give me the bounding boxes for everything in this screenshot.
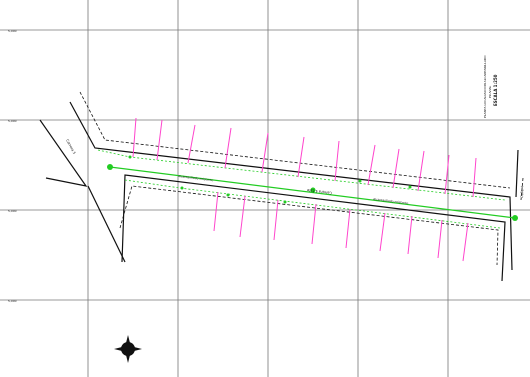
grid-label-row-2: 5,000: [8, 119, 17, 123]
lateral-line: [187, 124, 196, 164]
street-label-left: Carrera 5: [65, 139, 76, 155]
lateral-line: [334, 140, 340, 182]
lateral-line: [261, 132, 269, 173]
manhole-node: [310, 187, 316, 193]
lateral-line: [407, 215, 413, 255]
street-label-right: Calle 4: [520, 185, 524, 198]
road-outlines: [39, 91, 524, 282]
grid-label-row-1: 5,000: [8, 29, 17, 33]
storm-sewer-pipe: [97, 149, 516, 229]
north-arrow-icon: [114, 335, 142, 363]
title-block: PLANTA LOCALIZACION ALCANTARILLADO PLUVI…: [483, 55, 498, 118]
lateral-line: [297, 136, 305, 178]
lateral-line: [437, 219, 443, 259]
lateral-line: [273, 199, 279, 241]
lateral-line: [444, 154, 450, 195]
lateral-line: [213, 191, 219, 232]
title-line-2: PLUVIAL: [488, 85, 492, 98]
lateral-line: [367, 144, 376, 186]
grid-label-row-3: 5,000: [8, 209, 17, 213]
street-label-center: Carrera 4 Este: [307, 188, 332, 195]
manhole-node: [107, 164, 113, 170]
lateral-line: [345, 208, 351, 249]
pipe-nodes: [107, 155, 518, 221]
lateral-line: [311, 203, 317, 245]
pipe-label-upper: Alcantarillado existente: [178, 174, 214, 182]
lateral-line: [379, 212, 386, 252]
title-scale: ESCALA 1:250: [493, 74, 498, 106]
grid-label-row-4: 5,000: [8, 299, 17, 303]
grid-row-labels: 5,000 5,000 5,000 5,000: [8, 29, 17, 303]
manhole-node: [512, 215, 518, 221]
lateral-line: [417, 150, 425, 192]
lateral-connections: [132, 117, 477, 262]
lateral-line: [462, 222, 469, 262]
title-line-1: PLANTA LOCALIZACION ALCANTARILLADO: [483, 55, 487, 118]
pipe-label-lower: Alcantarillado existente: [373, 197, 409, 205]
inlet-node: [180, 186, 184, 190]
lateral-line: [472, 157, 477, 198]
inlet-node: [128, 155, 132, 159]
lateral-line: [224, 127, 232, 169]
lateral-line: [239, 195, 246, 238]
inlet-node: [226, 193, 230, 197]
lateral-line: [132, 117, 137, 158]
inlet-node: [283, 200, 287, 204]
lateral-line: [392, 148, 400, 189]
inlet-node: [358, 179, 362, 183]
lateral-line: [156, 119, 163, 161]
inlet-node: [408, 185, 412, 189]
